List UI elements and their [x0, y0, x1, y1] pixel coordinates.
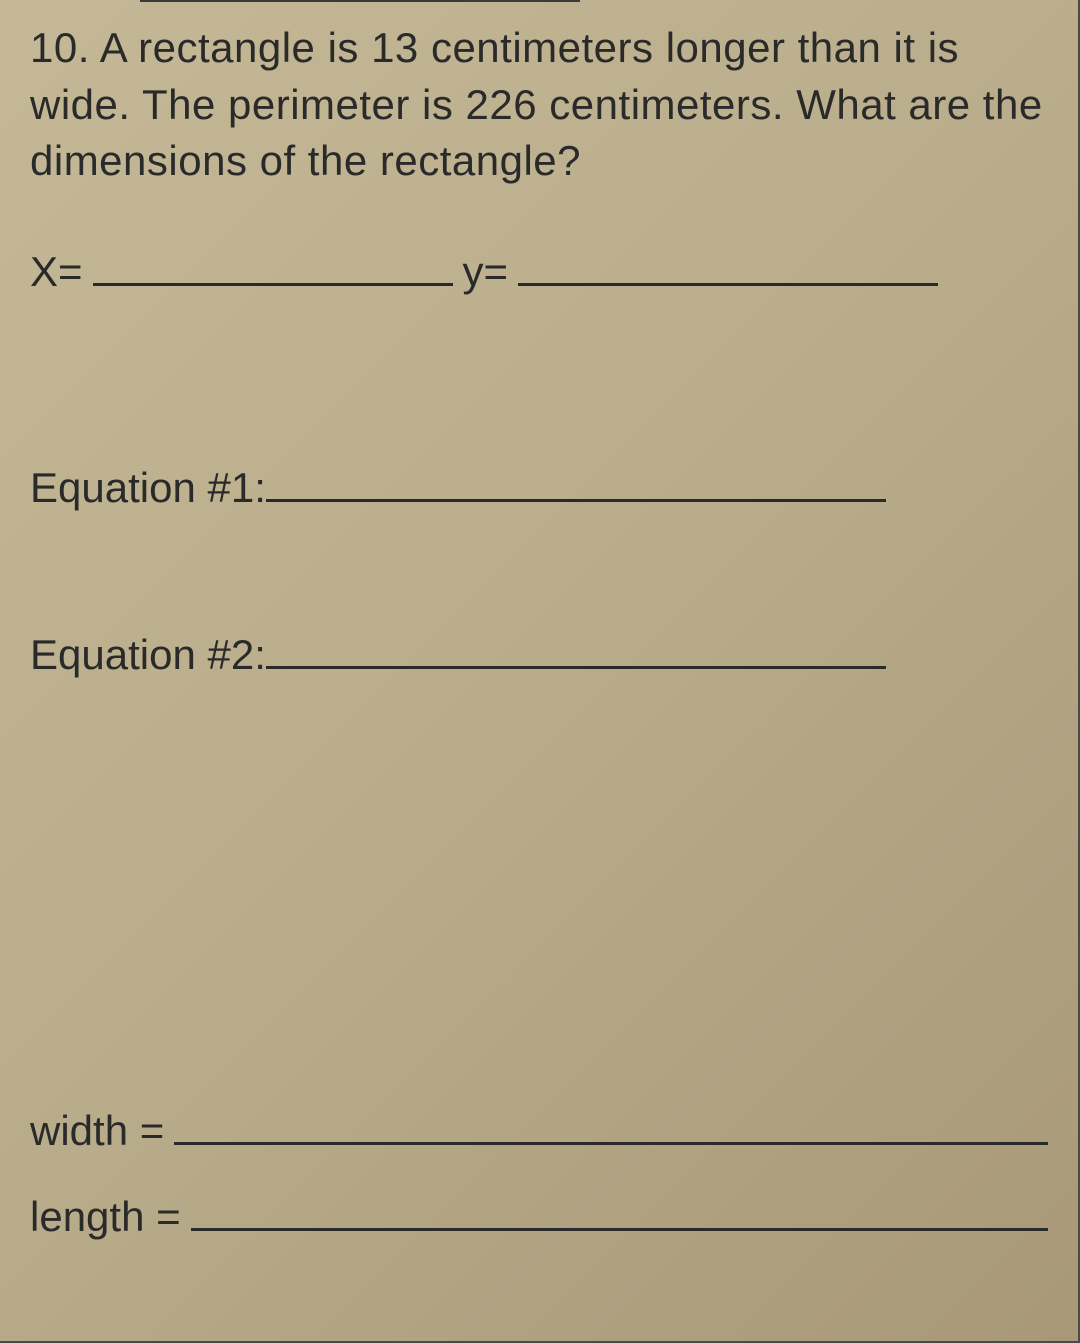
equation-1-label: Equation #1: — [30, 464, 266, 512]
equation-2-row: Equation #2: — [30, 622, 1048, 678]
length-row: length = — [30, 1185, 1048, 1241]
y-label: y= — [463, 248, 509, 296]
equation-2-label: Equation #2: — [30, 631, 266, 679]
width-blank[interactable] — [174, 1099, 1048, 1145]
equation-2-blank[interactable] — [266, 622, 886, 668]
width-label: width = — [30, 1107, 164, 1155]
question-number: 10. — [30, 24, 90, 71]
question-body: A rectangle is 13 centimeters longer tha… — [30, 24, 1043, 184]
x-blank[interactable] — [93, 240, 453, 286]
length-blank[interactable] — [191, 1185, 1048, 1231]
question-block: 10. A rectangle is 13 centimeters longer… — [30, 20, 1048, 190]
y-blank[interactable] — [518, 240, 938, 286]
x-label: X= — [30, 248, 83, 296]
equation-1-blank[interactable] — [266, 456, 886, 502]
equation-1-row: Equation #1: — [30, 456, 1048, 512]
variable-row: X= y= — [30, 240, 1048, 296]
top-border-line — [140, 0, 580, 2]
length-label: length = — [30, 1193, 181, 1241]
worksheet-page: 10. A rectangle is 13 centimeters longer… — [0, 0, 1080, 1343]
width-row: width = — [30, 1099, 1048, 1155]
answer-section: width = length = — [30, 1099, 1048, 1271]
